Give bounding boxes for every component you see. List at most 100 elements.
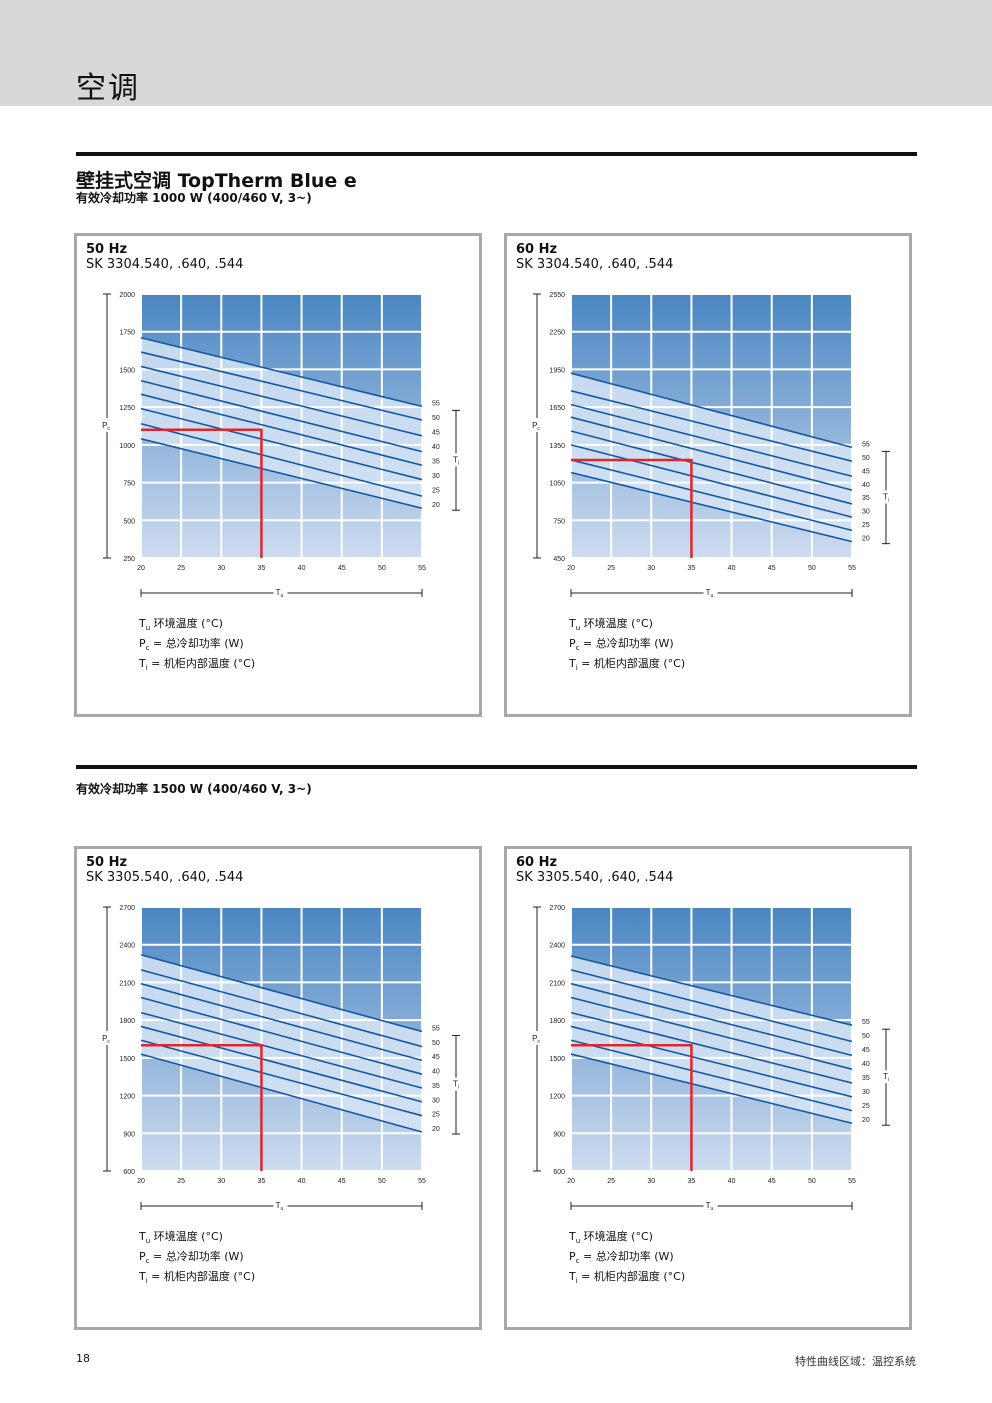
x-tick-label: 20 [567, 1178, 575, 1185]
y-tick-label: 2000 [119, 292, 135, 299]
ti-series-label: 55 [862, 1019, 870, 1026]
ti-series-label: 20 [432, 502, 440, 509]
x-tick-label: 30 [217, 565, 225, 572]
footer-caption: 特性曲线区域：温控系统 [795, 1355, 916, 1368]
ti-curve-40 [140, 996, 423, 1075]
y-tick-label: 2100 [119, 980, 135, 987]
panel-frequency: 60 Hz [516, 855, 558, 870]
y-tick-label: 1750 [119, 330, 135, 337]
ti-curve-35 [140, 393, 423, 466]
panel-frequency: 50 Hz [86, 855, 128, 870]
x-tick-label: 55 [848, 1178, 856, 1185]
y-axis-label: Pc [532, 1034, 540, 1045]
operating-band [141, 337, 422, 509]
legend: Tu 环境温度 (°C) Pc = 总冷却功率 (W) Ti = 机柜内部温度 … [569, 616, 685, 677]
y-tick-label: 600 [553, 1169, 565, 1176]
ti-series-label: 45 [862, 468, 870, 475]
x-tick-label: 20 [137, 565, 145, 572]
y-tick-label: 1950 [549, 367, 565, 374]
ti-series-label: 20 [862, 1117, 870, 1124]
x-tick-label: 30 [217, 1178, 225, 1185]
y-label-bg [531, 418, 543, 432]
panel-model: SK 3305.540, .640, .544 [516, 870, 674, 885]
ti-series-label: 45 [432, 1054, 440, 1061]
ti-curve-20 [570, 471, 853, 543]
chart-panel: 50 Hz SK 3305.540, .640, .544 Pc 600 900 12… [74, 846, 482, 1330]
y-axis-label: Pc [102, 421, 110, 432]
ti-curve-50 [140, 351, 423, 421]
ti-series-label: 30 [862, 1089, 870, 1096]
ti-series-label: 35 [862, 1075, 870, 1082]
x-tick-label: 25 [177, 1178, 185, 1185]
ti-series-label: 25 [862, 522, 870, 529]
legend-tu: Tu 环境温度 (°C) [569, 617, 653, 633]
ti-series-label: 40 [432, 444, 440, 451]
x-tick-label: 35 [688, 565, 696, 572]
ti-curve-40 [570, 996, 853, 1070]
x-tick-label: 45 [768, 565, 776, 572]
operating-point-marker [141, 428, 263, 558]
ti-series-label: 25 [862, 1103, 870, 1110]
section-subtitle: 有效冷却功率 1500 W (400/460 V, 3~) [76, 782, 312, 796]
ti-curve-35 [570, 1011, 853, 1084]
ti-label-bg [451, 453, 462, 467]
ti-curve-45 [140, 982, 423, 1062]
ti-series-label: 35 [432, 1083, 440, 1090]
x-tick-label: 55 [848, 565, 856, 572]
y-tick-label: 600 [123, 1169, 135, 1176]
y-tick-label: 2400 [119, 943, 135, 950]
legend-pc: Pc = 总冷却功率 (W) [139, 1250, 244, 1266]
ti-series-label: 45 [862, 1047, 870, 1054]
legend-ti: Ti = 机柜内部温度 (°C) [139, 657, 256, 673]
legend-ti: Ti = 机柜内部温度 (°C) [569, 1270, 686, 1286]
ti-curve-45 [570, 982, 853, 1057]
x-label-bg [703, 587, 718, 599]
x-tick-label: 30 [647, 1178, 655, 1185]
ti-axis-label: Ti [883, 493, 889, 504]
ti-series-label: 35 [432, 459, 440, 466]
ti-series-label: 50 [862, 1033, 870, 1040]
x-tick-label: 25 [607, 565, 615, 572]
operating-band [571, 956, 852, 1124]
ti-series-label: 30 [432, 1097, 440, 1104]
ti-curve-30 [570, 444, 853, 518]
chart-panel: 50 Hz SK 3304.540, .640, .544 Pc 250 500 75… [74, 233, 482, 717]
ti-series-label: 40 [862, 1061, 870, 1068]
x-tick-label: 45 [768, 1178, 776, 1185]
ti-label-bg [881, 490, 892, 504]
ti-axis-label: Ti [453, 455, 459, 466]
ti-curve-20 [140, 438, 423, 509]
section-subtitle: 有效冷却功率 1000 W (400/460 V, 3~) [76, 191, 312, 205]
ti-curve-55 [140, 336, 423, 408]
ti-series-label: 55 [432, 400, 440, 407]
y-tick-label: 2400 [549, 943, 565, 950]
ti-series-label: 20 [432, 1126, 440, 1133]
ti-curve-50 [140, 969, 423, 1048]
ti-series-label: 20 [862, 536, 870, 543]
y-tick-label: 2250 [549, 330, 565, 337]
y-axis-label: Pc [102, 1034, 110, 1045]
x-tick-label: 40 [728, 1178, 736, 1185]
y-tick-label: 1050 [549, 481, 565, 488]
legend-tu: Tu 环境温度 (°C) [139, 1230, 223, 1246]
x-label-bg [703, 1200, 718, 1212]
y-tick-label: 1250 [119, 405, 135, 412]
panel-frequency: 60 Hz [516, 242, 558, 257]
chart: Pc 600 900 1200 1500 1800 2100 2400 2700 20 25 30 35… [531, 905, 892, 1212]
ti-series-label: 55 [862, 441, 870, 448]
y-tick-label: 250 [123, 556, 135, 563]
x-label-bg [273, 1200, 288, 1212]
ti-axis-label: Ti [453, 1080, 459, 1091]
page-title: 空调 [76, 71, 140, 106]
y-label-bg [101, 418, 113, 432]
ti-series-label: 25 [432, 488, 440, 495]
chart: Pc 600 900 1200 1500 1800 2100 2400 2700 20 25 30 35… [101, 905, 462, 1212]
ti-curve-30 [140, 1025, 423, 1103]
ti-series-label: 30 [432, 473, 440, 480]
x-tick-label: 35 [258, 565, 266, 572]
legend-ti: Ti = 机柜内部温度 (°C) [569, 657, 686, 673]
operating-band [141, 954, 422, 1133]
y-tick-label: 1500 [119, 367, 135, 374]
ti-curve-35 [140, 1011, 423, 1089]
operating-point-marker [141, 1044, 263, 1171]
